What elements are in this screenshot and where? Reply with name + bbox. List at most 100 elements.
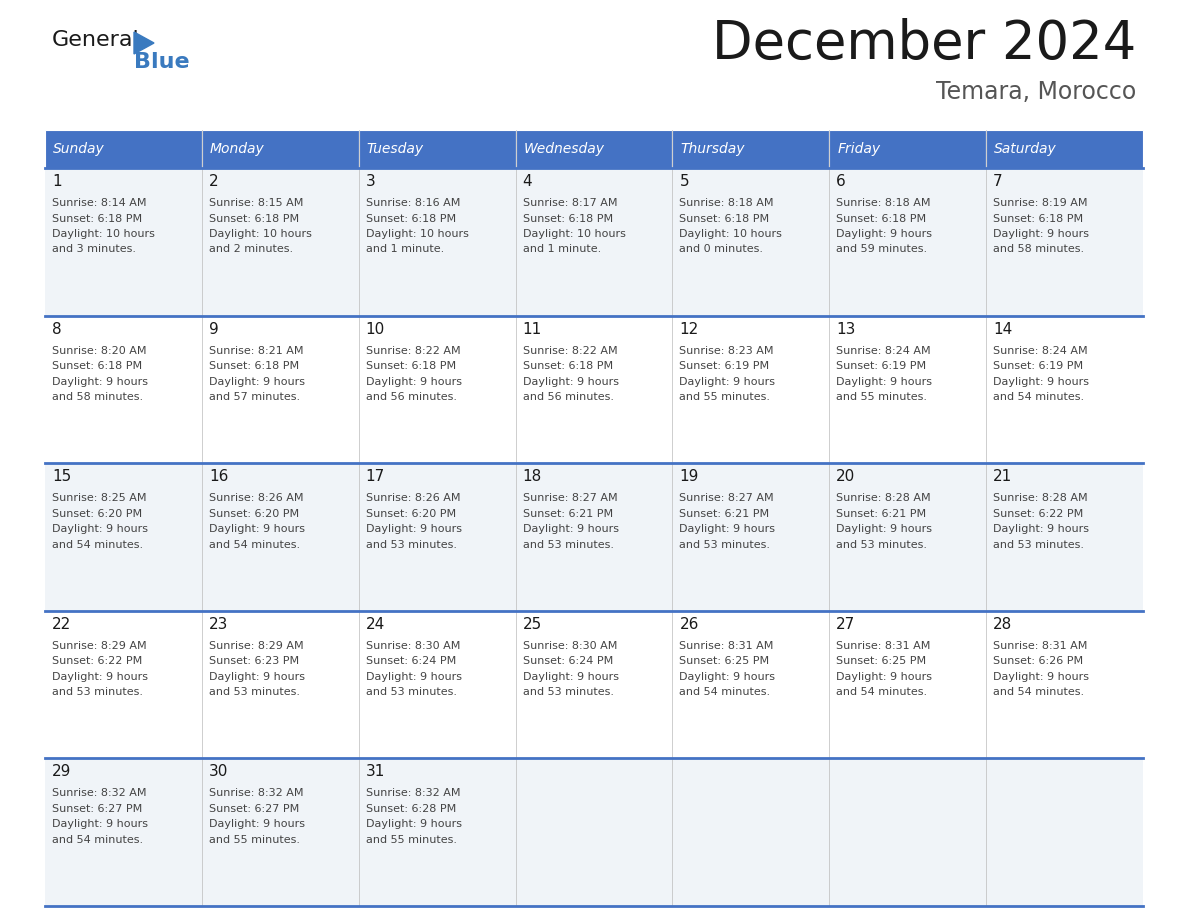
- Bar: [359, 610, 516, 758]
- Text: 27: 27: [836, 617, 855, 632]
- Text: Saturday: Saturday: [994, 142, 1057, 156]
- Bar: [829, 168, 986, 316]
- Bar: [829, 464, 986, 610]
- Text: Sunset: 6:27 PM: Sunset: 6:27 PM: [209, 804, 299, 814]
- Bar: [359, 316, 516, 464]
- Text: Monday: Monday: [210, 142, 265, 156]
- Bar: [202, 758, 359, 906]
- Text: and 1 minute.: and 1 minute.: [523, 244, 601, 254]
- Text: Sunrise: 8:22 AM: Sunrise: 8:22 AM: [523, 345, 618, 355]
- Text: and 54 minutes.: and 54 minutes.: [52, 834, 143, 845]
- Text: Sunrise: 8:31 AM: Sunrise: 8:31 AM: [993, 641, 1087, 651]
- Text: Sunset: 6:18 PM: Sunset: 6:18 PM: [209, 361, 299, 371]
- Text: Sunrise: 8:18 AM: Sunrise: 8:18 AM: [680, 198, 773, 208]
- Text: Sunset: 6:18 PM: Sunset: 6:18 PM: [836, 214, 927, 223]
- Text: Sunset: 6:21 PM: Sunset: 6:21 PM: [680, 509, 770, 519]
- Text: Blue: Blue: [134, 52, 190, 72]
- Text: Sunrise: 8:30 AM: Sunrise: 8:30 AM: [366, 641, 460, 651]
- Text: Sunset: 6:18 PM: Sunset: 6:18 PM: [680, 214, 770, 223]
- Text: 4: 4: [523, 174, 532, 189]
- Text: Sunrise: 8:30 AM: Sunrise: 8:30 AM: [523, 641, 617, 651]
- Text: 28: 28: [993, 617, 1012, 632]
- Text: Daylight: 9 hours: Daylight: 9 hours: [366, 376, 462, 386]
- Text: and 2 minutes.: and 2 minutes.: [209, 244, 293, 254]
- Text: Daylight: 9 hours: Daylight: 9 hours: [366, 524, 462, 534]
- Text: Sunrise: 8:27 AM: Sunrise: 8:27 AM: [523, 493, 618, 503]
- Text: Daylight: 9 hours: Daylight: 9 hours: [209, 820, 305, 829]
- Text: Sunset: 6:22 PM: Sunset: 6:22 PM: [993, 509, 1083, 519]
- Text: 17: 17: [366, 469, 385, 484]
- Text: Sunset: 6:25 PM: Sunset: 6:25 PM: [836, 656, 927, 666]
- Bar: [45, 168, 202, 316]
- Text: Friday: Friday: [838, 142, 880, 156]
- Bar: [986, 758, 1143, 906]
- Text: Daylight: 9 hours: Daylight: 9 hours: [523, 376, 619, 386]
- Text: and 53 minutes.: and 53 minutes.: [523, 688, 613, 698]
- Text: Sunset: 6:18 PM: Sunset: 6:18 PM: [209, 214, 299, 223]
- Text: and 54 minutes.: and 54 minutes.: [52, 540, 143, 550]
- Text: Sunrise: 8:25 AM: Sunrise: 8:25 AM: [52, 493, 146, 503]
- Text: Sunrise: 8:14 AM: Sunrise: 8:14 AM: [52, 198, 146, 208]
- Bar: [986, 168, 1143, 316]
- Text: and 53 minutes.: and 53 minutes.: [366, 540, 456, 550]
- Text: Sunset: 6:19 PM: Sunset: 6:19 PM: [993, 361, 1083, 371]
- Bar: [359, 168, 516, 316]
- Text: Sunset: 6:25 PM: Sunset: 6:25 PM: [680, 656, 770, 666]
- Text: and 55 minutes.: and 55 minutes.: [680, 392, 771, 402]
- Bar: [516, 758, 672, 906]
- Text: Daylight: 10 hours: Daylight: 10 hours: [523, 229, 625, 239]
- Text: Daylight: 9 hours: Daylight: 9 hours: [366, 820, 462, 829]
- Text: Sunset: 6:20 PM: Sunset: 6:20 PM: [209, 509, 299, 519]
- Text: 21: 21: [993, 469, 1012, 484]
- Text: Sunrise: 8:16 AM: Sunrise: 8:16 AM: [366, 198, 460, 208]
- Text: and 55 minutes.: and 55 minutes.: [366, 834, 456, 845]
- Bar: [829, 758, 986, 906]
- Text: General: General: [52, 30, 140, 50]
- Bar: [829, 316, 986, 464]
- Text: Wednesday: Wednesday: [524, 142, 605, 156]
- Text: 26: 26: [680, 617, 699, 632]
- Text: Daylight: 10 hours: Daylight: 10 hours: [209, 229, 311, 239]
- Text: 18: 18: [523, 469, 542, 484]
- Text: Sunrise: 8:32 AM: Sunrise: 8:32 AM: [366, 789, 460, 799]
- Text: and 58 minutes.: and 58 minutes.: [52, 392, 143, 402]
- Bar: [202, 610, 359, 758]
- Text: Sunrise: 8:31 AM: Sunrise: 8:31 AM: [680, 641, 773, 651]
- Text: Daylight: 9 hours: Daylight: 9 hours: [836, 672, 933, 682]
- Text: Sunset: 6:28 PM: Sunset: 6:28 PM: [366, 804, 456, 814]
- Text: and 54 minutes.: and 54 minutes.: [836, 688, 928, 698]
- Bar: [516, 316, 672, 464]
- Text: and 54 minutes.: and 54 minutes.: [993, 688, 1085, 698]
- Text: Sunrise: 8:19 AM: Sunrise: 8:19 AM: [993, 198, 1088, 208]
- Bar: [986, 464, 1143, 610]
- Text: 25: 25: [523, 617, 542, 632]
- Text: 12: 12: [680, 321, 699, 337]
- Polygon shape: [134, 32, 154, 54]
- Text: Sunset: 6:18 PM: Sunset: 6:18 PM: [366, 361, 456, 371]
- Bar: [516, 464, 672, 610]
- Bar: [986, 316, 1143, 464]
- Text: 15: 15: [52, 469, 71, 484]
- Text: Sunset: 6:19 PM: Sunset: 6:19 PM: [836, 361, 927, 371]
- Bar: [359, 130, 516, 168]
- Text: Daylight: 10 hours: Daylight: 10 hours: [366, 229, 468, 239]
- Text: Thursday: Thursday: [681, 142, 745, 156]
- Text: 29: 29: [52, 765, 71, 779]
- Text: Daylight: 9 hours: Daylight: 9 hours: [680, 672, 776, 682]
- Text: Sunset: 6:24 PM: Sunset: 6:24 PM: [523, 656, 613, 666]
- Text: Sunrise: 8:26 AM: Sunrise: 8:26 AM: [366, 493, 460, 503]
- Text: Sunrise: 8:20 AM: Sunrise: 8:20 AM: [52, 345, 146, 355]
- Bar: [829, 130, 986, 168]
- Text: Sunrise: 8:32 AM: Sunrise: 8:32 AM: [209, 789, 303, 799]
- Text: and 55 minutes.: and 55 minutes.: [836, 392, 928, 402]
- Text: 2: 2: [209, 174, 219, 189]
- Bar: [202, 316, 359, 464]
- Text: Daylight: 9 hours: Daylight: 9 hours: [680, 376, 776, 386]
- Text: Sunset: 6:27 PM: Sunset: 6:27 PM: [52, 804, 143, 814]
- Bar: [202, 130, 359, 168]
- Text: Sunset: 6:18 PM: Sunset: 6:18 PM: [523, 214, 613, 223]
- Text: Temara, Morocco: Temara, Morocco: [936, 80, 1136, 104]
- Bar: [45, 758, 202, 906]
- Text: Sunrise: 8:15 AM: Sunrise: 8:15 AM: [209, 198, 303, 208]
- Bar: [516, 610, 672, 758]
